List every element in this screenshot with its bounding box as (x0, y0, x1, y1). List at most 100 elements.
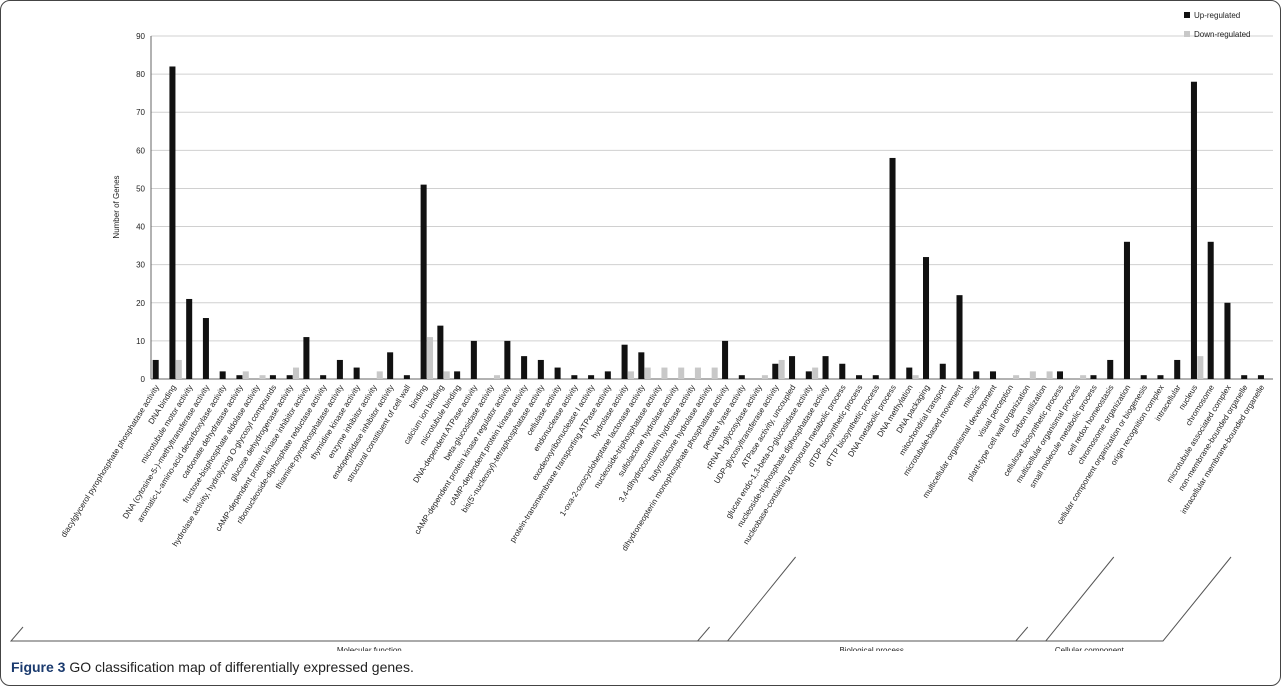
bar (571, 375, 578, 379)
bar (1013, 375, 1020, 379)
bar (989, 371, 997, 379)
bar (1046, 371, 1053, 379)
bar (778, 359, 785, 379)
bar (839, 363, 846, 379)
bar (956, 295, 963, 379)
y-tick-label: 80 (136, 70, 145, 79)
bar (403, 375, 410, 379)
bar (443, 371, 450, 379)
bar (738, 375, 745, 379)
bar (678, 367, 685, 379)
bar (772, 363, 779, 379)
bar (1123, 241, 1130, 379)
bar (493, 375, 500, 379)
bar (856, 375, 863, 379)
bar (638, 352, 645, 379)
bar (644, 367, 651, 379)
bar (269, 375, 276, 379)
legend-swatch (1184, 31, 1190, 37)
y-tick-label: 90 (136, 32, 145, 41)
group-label: Cellular component (1055, 646, 1125, 651)
y-tick-label: 10 (136, 337, 145, 346)
y-axis-label: Number of Genes (112, 175, 121, 238)
bar (554, 367, 561, 379)
bar (242, 371, 249, 379)
legend-label: Up-regulated (1194, 11, 1240, 20)
bar (661, 367, 668, 379)
bar (604, 371, 611, 379)
bar (1197, 356, 1204, 379)
bar (521, 356, 528, 379)
chart: Number of Genes 0102030405060708090diacy… (9, 11, 1273, 655)
y-tick-label: 40 (136, 223, 145, 232)
y-tick-label: 0 (141, 375, 146, 384)
bar (1257, 375, 1264, 379)
bar (470, 340, 477, 379)
bar (387, 352, 394, 379)
bar (912, 375, 919, 379)
bar (1207, 241, 1214, 379)
bar (923, 257, 930, 379)
bar (694, 367, 701, 379)
bar (202, 318, 209, 379)
bar (537, 359, 544, 379)
caption-text: GO classification map of differentially … (69, 659, 414, 675)
bar (303, 337, 310, 379)
bar (1029, 371, 1036, 379)
bar (822, 356, 829, 379)
bar (454, 371, 461, 379)
caption: Figure 3 GO classification map of differ… (11, 659, 414, 675)
bar (939, 363, 946, 379)
bar (1224, 302, 1231, 379)
bar (812, 367, 819, 379)
bar (175, 359, 182, 379)
bar (1107, 359, 1114, 379)
legend-label: Down-regulated (1194, 30, 1250, 39)
y-tick-label: 60 (136, 146, 145, 155)
bar (1190, 81, 1197, 379)
y-tick-label: 30 (136, 261, 145, 270)
bar (286, 375, 293, 379)
bar (805, 371, 812, 379)
bar (1056, 371, 1064, 379)
group-label: Biological process (839, 646, 903, 651)
bar (621, 344, 628, 379)
bar (588, 375, 595, 379)
y-tick-label: 20 (136, 299, 145, 308)
y-tick-label: 50 (136, 184, 145, 193)
legend-swatch (1184, 12, 1190, 18)
group-bracket (1014, 556, 1232, 642)
bar (353, 367, 360, 379)
bar (420, 184, 427, 379)
bar (219, 371, 226, 379)
bar (259, 375, 266, 379)
bar (504, 340, 511, 379)
bar (973, 371, 980, 379)
bar (761, 375, 768, 379)
bar (1241, 375, 1248, 379)
bar (293, 367, 300, 379)
bar (872, 375, 879, 379)
bar (889, 157, 896, 379)
bar (789, 356, 796, 379)
bar (152, 359, 159, 379)
y-tick-label: 70 (136, 108, 145, 117)
bar (1140, 375, 1147, 379)
bar (711, 367, 718, 379)
bar (376, 371, 383, 379)
group-bracket (696, 556, 1115, 642)
bar (1080, 375, 1087, 379)
bar (437, 325, 444, 379)
bar (1090, 375, 1097, 379)
bar (336, 359, 343, 379)
group-label: Molecular function (337, 646, 402, 651)
bar (1157, 375, 1164, 379)
bar (186, 298, 193, 379)
group-bracket (9, 556, 796, 642)
bar (1174, 359, 1181, 379)
caption-label: Figure 3 (11, 659, 66, 675)
bar (426, 337, 434, 379)
bar (627, 371, 634, 379)
bar (906, 367, 913, 379)
